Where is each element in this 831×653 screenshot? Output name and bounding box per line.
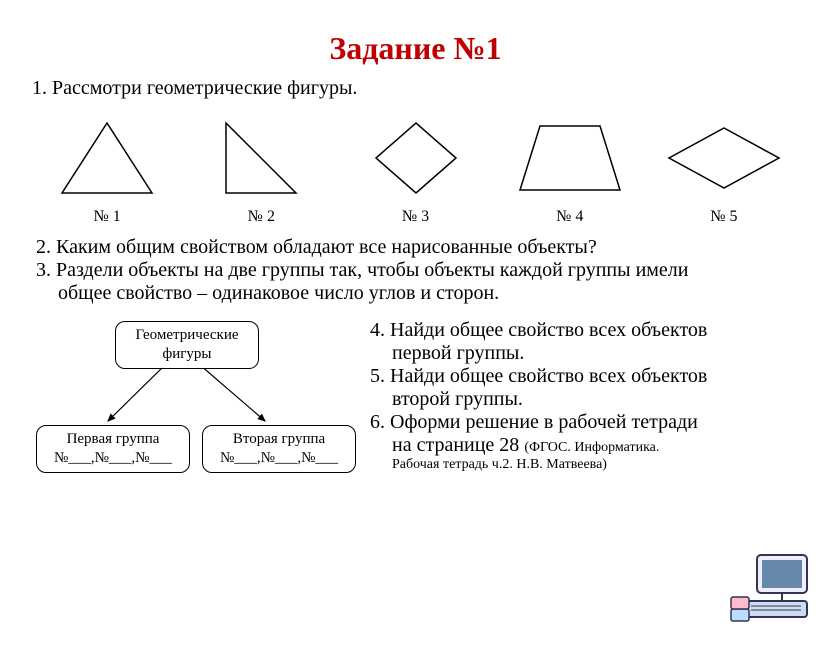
group2-fill: №___,№___,№___ bbox=[209, 449, 349, 468]
shape-5 bbox=[647, 118, 801, 198]
group2-title: Вторая группа bbox=[209, 430, 349, 449]
page-title: Задание №1 bbox=[0, 30, 831, 67]
diamond-square-icon bbox=[366, 118, 466, 198]
question-6-ref1: (ФГОС. Информатика. bbox=[524, 440, 659, 455]
diagram-root-node: Геометрические фигуры bbox=[115, 321, 259, 369]
question-5-line1: 5. Найди общее свойство всех объектов bbox=[370, 365, 731, 388]
computer-icon bbox=[727, 549, 817, 629]
shape-label-4: № 4 bbox=[493, 208, 647, 226]
right-triangle-icon bbox=[211, 118, 311, 198]
shape-2 bbox=[184, 118, 338, 198]
shape-1 bbox=[30, 118, 184, 198]
shape-label-3: № 3 bbox=[338, 208, 492, 226]
shape-label-5: № 5 bbox=[647, 208, 801, 226]
questions-2-3: 2. Каким общим свойством обладают все на… bbox=[36, 236, 799, 305]
triangle-icon bbox=[52, 118, 162, 198]
shape-label-1: № 1 bbox=[30, 208, 184, 226]
group-diagram: Геометрические фигуры Первая группа №___… bbox=[0, 317, 370, 517]
group1-title: Первая группа bbox=[43, 430, 183, 449]
question-6-line2-pre: на странице 28 bbox=[392, 434, 524, 456]
rhombus-icon bbox=[659, 118, 789, 198]
question-4-line2: первой группы. bbox=[392, 342, 731, 365]
question-5-line2: второй группы. bbox=[392, 388, 731, 411]
shape-labels-row: № 1 № 2 № 3 № 4 № 5 bbox=[30, 208, 801, 226]
shape-3 bbox=[338, 118, 492, 198]
diagram-group2-node: Вторая группа №___,№___,№___ bbox=[202, 425, 356, 473]
question-6-line2: на странице 28 (ФГОС. Информатика. bbox=[392, 434, 731, 457]
question-2: 2. Каким общим свойством обладают все на… bbox=[36, 236, 799, 259]
trapezoid-icon bbox=[510, 118, 630, 198]
shape-4 bbox=[493, 118, 647, 198]
question-3-line2: общее свойство – одинаковое число углов … bbox=[58, 282, 799, 305]
bottom-row: Геометрические фигуры Первая группа №___… bbox=[0, 317, 831, 517]
question-6-ref2: Рабочая тетрадь ч.2. Н.В. Матвеева) bbox=[392, 457, 731, 473]
shape-label-2: № 2 bbox=[184, 208, 338, 226]
questions-4-5-6: 4. Найди общее свойство всех объектов пе… bbox=[370, 317, 831, 517]
question-3-line1: 3. Раздели объекты на две группы так, чт… bbox=[36, 259, 799, 282]
diagram-group1-node: Первая группа №___,№___,№___ bbox=[36, 425, 190, 473]
question-6-line1: 6. Оформи решение в рабочей тетради bbox=[370, 411, 731, 434]
shapes-row bbox=[30, 108, 801, 198]
group1-fill: №___,№___,№___ bbox=[43, 449, 183, 468]
diagram-root-label: Геометрические фигуры bbox=[135, 327, 238, 362]
question-4-line1: 4. Найди общее свойство всех объектов bbox=[370, 319, 731, 342]
question-1: 1. Рассмотри геометрические фигуры. bbox=[32, 77, 831, 100]
